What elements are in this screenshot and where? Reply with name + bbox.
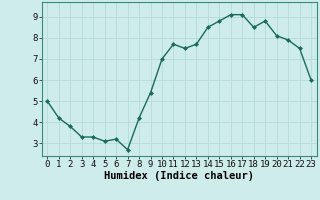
X-axis label: Humidex (Indice chaleur): Humidex (Indice chaleur) bbox=[104, 171, 254, 181]
